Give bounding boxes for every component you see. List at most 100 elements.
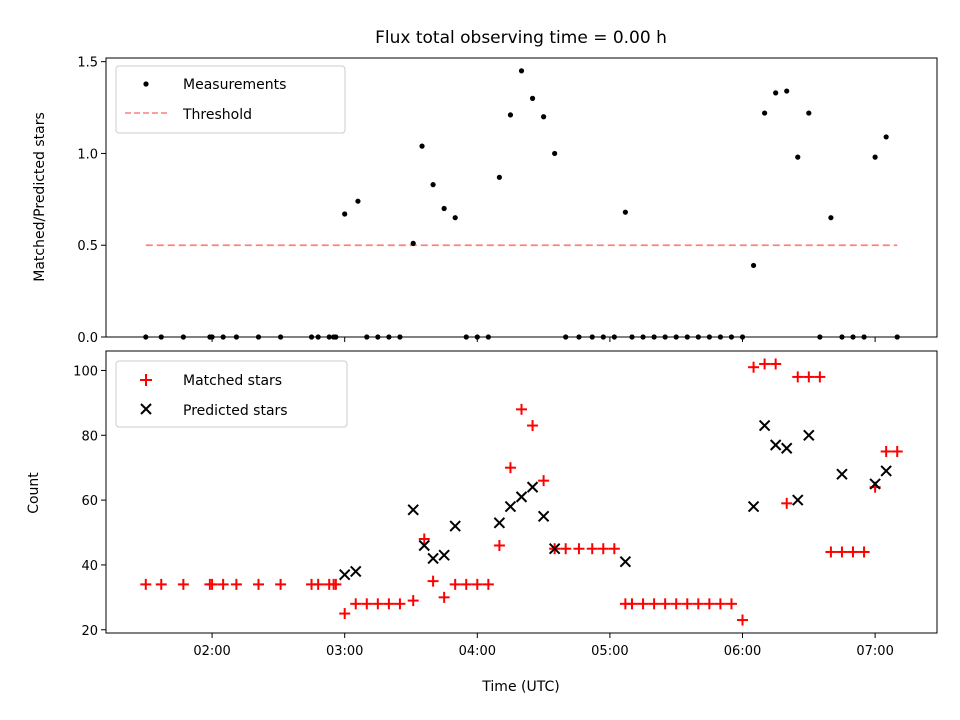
measurement-point (518, 68, 525, 74)
measurement-point (364, 334, 370, 340)
matched-star-point (770, 358, 782, 370)
matched-stars-points (140, 358, 903, 626)
measurement-point (739, 334, 746, 340)
measurement-point (308, 334, 315, 340)
matched-star-point (637, 598, 649, 610)
measurement-point (255, 334, 262, 340)
measurement-point (529, 95, 536, 101)
measurement-point (817, 334, 823, 340)
predicted-star-point (493, 517, 506, 529)
measurement-point (717, 334, 724, 340)
matched-star-point (460, 578, 472, 590)
measurement-point (828, 215, 834, 221)
predicted-star-point (504, 500, 517, 513)
matched-star-point (418, 533, 430, 545)
bottom-x-axis: 02:00 03:00 04:00 05:00 06:00 07:00 (193, 633, 894, 659)
measurement-point (541, 114, 547, 120)
matched-star-point (659, 598, 671, 610)
matched-star-point (482, 578, 494, 590)
measurement-point (552, 150, 558, 157)
legend-plus-icon (140, 374, 152, 386)
legend-threshold-label: Threshold (182, 107, 252, 123)
matched-star-point (626, 598, 638, 610)
measurement-point (209, 334, 215, 340)
measurement-point (600, 334, 606, 340)
measurement-point (386, 334, 392, 340)
matched-star-point (394, 598, 406, 610)
measurement-point (861, 334, 867, 340)
bottom-legend-box (115, 360, 348, 428)
predicted-star-point (792, 494, 804, 506)
legend-x-icon (140, 403, 152, 415)
matched-star-point (703, 598, 715, 610)
bottom-y-tick-label: 20 (81, 624, 98, 639)
bottom-y-tick-label: 80 (81, 429, 98, 444)
matched-star-point (206, 578, 218, 590)
measurement-point (452, 215, 458, 221)
measurement-point (684, 334, 690, 340)
matched-star-point (847, 546, 859, 558)
measurement-point (622, 209, 628, 215)
predicted-star-point (438, 549, 450, 561)
matched-star-point (471, 578, 483, 590)
measurement-point (441, 205, 447, 212)
matched-star-point (648, 598, 660, 610)
matched-star-point (803, 371, 815, 383)
measurement-point (419, 143, 425, 149)
measurement-point (839, 334, 845, 340)
x-tick-label: 05:00 (591, 644, 628, 659)
matched-star-point (275, 578, 287, 590)
predicted-stars-points (338, 419, 892, 581)
predicted-star-point (836, 468, 848, 480)
matched-star-point (312, 578, 324, 590)
measurement-point (342, 211, 348, 217)
x-axis-label: Time (UTC) (481, 679, 559, 695)
measurement-point (507, 112, 514, 118)
matched-star-point (230, 578, 242, 590)
measurement-point (430, 182, 436, 188)
chart-title: Flux total observing time = 0.00 h (375, 28, 667, 48)
measurement-point (894, 334, 900, 340)
measurement-point (706, 334, 712, 340)
measurement-point (563, 334, 569, 340)
measurement-point (695, 334, 701, 340)
matched-star-point (781, 497, 793, 509)
bottom-y-tick-label: 40 (81, 559, 98, 574)
measurement-point (326, 334, 332, 340)
predicted-star-point (758, 419, 771, 432)
matched-star-point (681, 598, 693, 610)
matched-star-point (692, 598, 704, 610)
top-axes-frame (105, 57, 938, 338)
measurement-point (872, 154, 878, 160)
bottom-y-axis-label: Count (26, 472, 42, 514)
matched-star-point (493, 539, 505, 551)
matched-star-point (825, 546, 837, 558)
measurement-point (180, 334, 186, 340)
predicted-star-point (781, 442, 793, 454)
predicted-star-point (407, 504, 419, 516)
legend-predicted-label: Predicted stars (183, 403, 288, 419)
measurement-point (397, 334, 403, 340)
measurement-point (576, 334, 582, 340)
measurement-point (220, 334, 226, 340)
top-legend: Measurements Threshold (115, 65, 346, 134)
matched-star-point (670, 598, 682, 610)
top-y-tick-label: 1.5 (77, 56, 98, 71)
top-y-axis: 0.0 0.5 1.0 1.5 (77, 56, 106, 346)
matched-star-point (217, 578, 229, 590)
measurement-point (651, 334, 657, 340)
measurement-point (773, 90, 779, 96)
matched-star-point (714, 598, 726, 610)
measurement-point (410, 240, 416, 246)
legend-dot-icon (143, 81, 149, 87)
matched-star-point (177, 578, 189, 590)
measurement-point (728, 334, 735, 340)
predicted-star-point (803, 429, 815, 441)
matched-star-point (891, 445, 903, 457)
matched-star-point (880, 445, 892, 457)
x-tick-label: 02:00 (193, 644, 230, 659)
measurement-point (662, 334, 668, 340)
predicted-star-point (350, 565, 362, 578)
matched-star-point (427, 575, 439, 587)
